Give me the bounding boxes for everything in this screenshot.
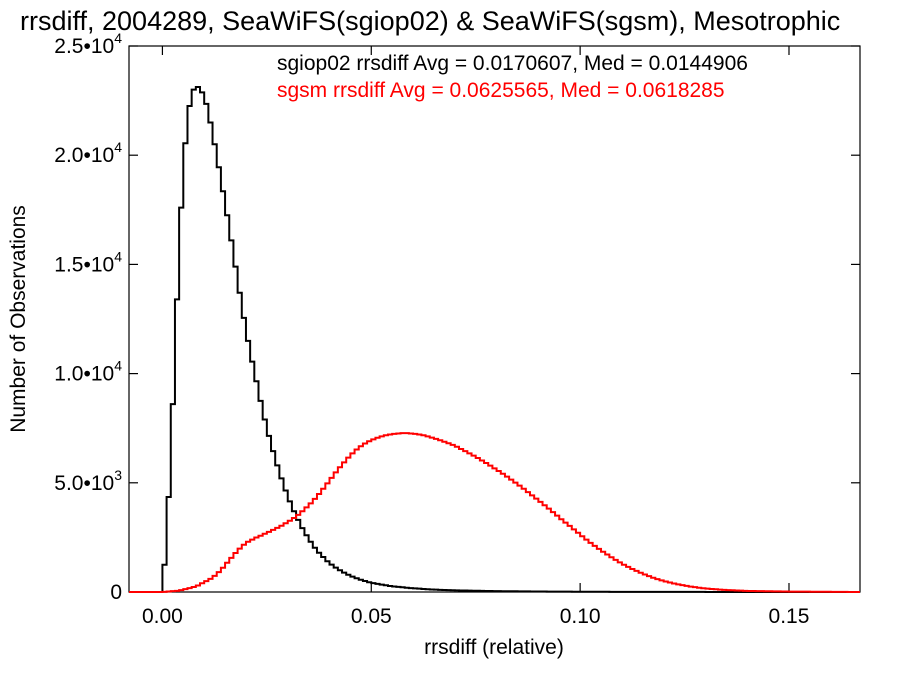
plot-frame <box>128 45 861 593</box>
legend-entry-sgsm: sgsm rrsdiff Avg = 0.0625565, Med = 0.06… <box>277 79 725 102</box>
y-tick-label: 2.0•104 <box>54 139 122 167</box>
y-tick-exponent: 4 <box>114 139 122 155</box>
y-tick-label: 1.0•104 <box>54 358 122 386</box>
x-tick-label: 0.00 <box>142 605 183 628</box>
legend: sgiop02 rrsdiff Avg = 0.0170607, Med = 0… <box>277 52 748 102</box>
y-axis-label: Number of Observations <box>7 205 30 433</box>
series-layer <box>129 85 860 593</box>
y-tick-label: 2.5•104 <box>54 30 122 58</box>
chart-title: rrsdiff, 2004289, SeaWiFS(sgiop02) & Sea… <box>20 6 840 36</box>
y-tick-exponent: 4 <box>114 30 122 46</box>
y-tick-exponent: 4 <box>114 358 122 374</box>
y-tick-mantissa: 2.0•10 <box>54 144 114 167</box>
y-tick-label: 1.5•104 <box>54 248 122 276</box>
y-tick-mantissa: 2.5•10 <box>54 35 114 58</box>
series-line-sgsm <box>129 432 860 593</box>
series-line-sgiop02 <box>129 85 860 593</box>
y-tick-mantissa: 0 <box>110 581 122 604</box>
x-axis-label: rrsdiff (relative) <box>424 636 564 659</box>
y-tick-mantissa: 1.5•10 <box>54 253 114 276</box>
y-tick-mantissa: 1.0•10 <box>54 363 114 386</box>
x-tick-label: 0.05 <box>351 605 392 628</box>
y-tick-exponent: 4 <box>114 248 122 264</box>
y-tick-exponent: 3 <box>114 467 122 483</box>
x-tick-label: 0.10 <box>560 605 601 628</box>
legend-entry-sgiop02: sgiop02 rrsdiff Avg = 0.0170607, Med = 0… <box>277 52 748 75</box>
y-tick-label: 5.0•103 <box>54 467 122 495</box>
y-tick-label: 0 <box>110 581 122 604</box>
x-axis: 0.00 0.05 0.10 0.15 <box>142 46 809 628</box>
x-tick-label: 0.15 <box>769 605 810 628</box>
y-tick-mantissa: 5.0•10 <box>54 472 114 495</box>
